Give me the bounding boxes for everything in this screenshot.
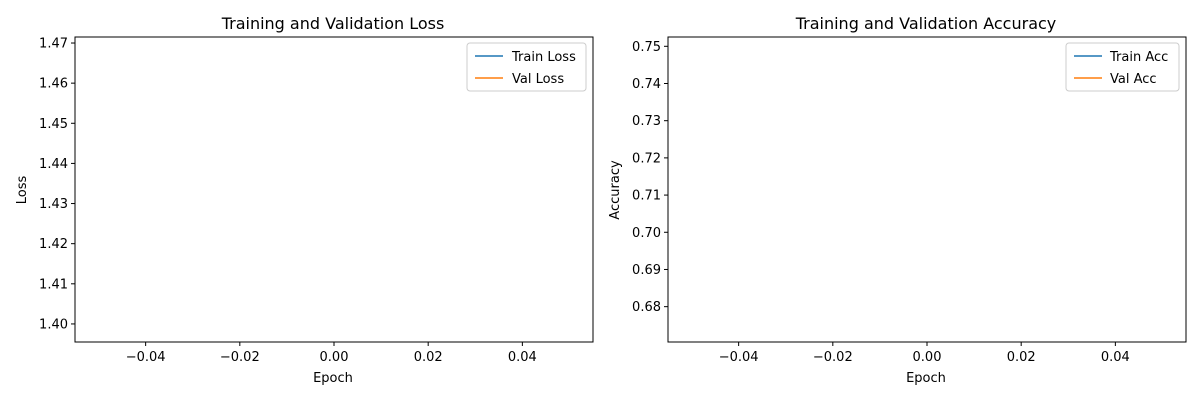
y-axis-label: Loss (15, 176, 30, 205)
legend-label-val-acc: Val Acc (1110, 72, 1157, 87)
x-tick-label: 0.02 (1007, 350, 1036, 365)
legend-label-val-loss: Val Loss (512, 72, 564, 87)
y-tick-label: 0.69 (632, 263, 661, 278)
y-tick-label: 1.45 (39, 117, 68, 132)
y-tick-label: 1.43 (39, 197, 68, 212)
x-ticks: −0.04 −0.02 0.00 0.02 0.04 (719, 342, 1130, 365)
chart-title: Training and Validation Accuracy (795, 14, 1057, 33)
y-tick-label: 0.71 (632, 189, 661, 204)
y-tick-label: 0.73 (632, 114, 661, 129)
x-ticks: −0.04 −0.02 0.00 0.02 0.04 (126, 342, 537, 365)
x-tick-label: 0.00 (320, 350, 349, 365)
legend: Train Loss Val Loss (466, 42, 587, 92)
y-tick-label: 0.68 (632, 300, 661, 315)
y-axis-label: Accuracy (608, 160, 623, 220)
y-tick-label: 1.47 (39, 37, 68, 52)
x-tick-label: −0.02 (220, 350, 260, 365)
y-tick-label: 0.70 (632, 226, 661, 241)
x-tick-label: 0.04 (1101, 350, 1130, 365)
y-tick-label: 1.40 (39, 317, 68, 332)
y-tick-label: 1.41 (39, 277, 68, 292)
x-tick-label: 0.00 (913, 350, 942, 365)
x-axis-label: Epoch (906, 371, 946, 386)
y-tick-label: 0.74 (632, 77, 661, 92)
y-tick-label: 0.75 (632, 40, 661, 55)
y-ticks: 0.68 0.69 0.70 0.71 0.72 0.73 0.74 0.75 (632, 40, 668, 315)
legend: Train Acc Val Acc (1065, 42, 1180, 92)
x-tick-label: −0.02 (813, 350, 853, 365)
legend-box (1065, 42, 1180, 92)
legend-label-train-loss: Train Loss (511, 50, 576, 65)
legend-box (466, 42, 587, 92)
x-tick-label: 0.02 (414, 350, 443, 365)
chart-title: Training and Validation Loss (221, 14, 445, 33)
legend-label-train-acc: Train Acc (1109, 50, 1168, 65)
y-tick-label: 0.72 (632, 151, 661, 166)
accuracy-chart: Training and Validation Accuracy −0.04 −0… (608, 14, 1187, 386)
x-tick-label: 0.04 (508, 350, 537, 365)
y-tick-label: 1.44 (39, 157, 68, 172)
loss-chart: Training and Validation Loss −0.04 −0.02 0… (15, 14, 594, 386)
x-tick-label: −0.04 (719, 350, 759, 365)
y-tick-label: 1.42 (39, 237, 68, 252)
x-axis-label: Epoch (313, 371, 353, 386)
x-tick-label: −0.04 (126, 350, 166, 365)
y-ticks: 1.40 1.41 1.42 1.43 1.44 1.45 1.46 1.47 (39, 37, 75, 332)
y-tick-label: 1.46 (39, 77, 68, 92)
